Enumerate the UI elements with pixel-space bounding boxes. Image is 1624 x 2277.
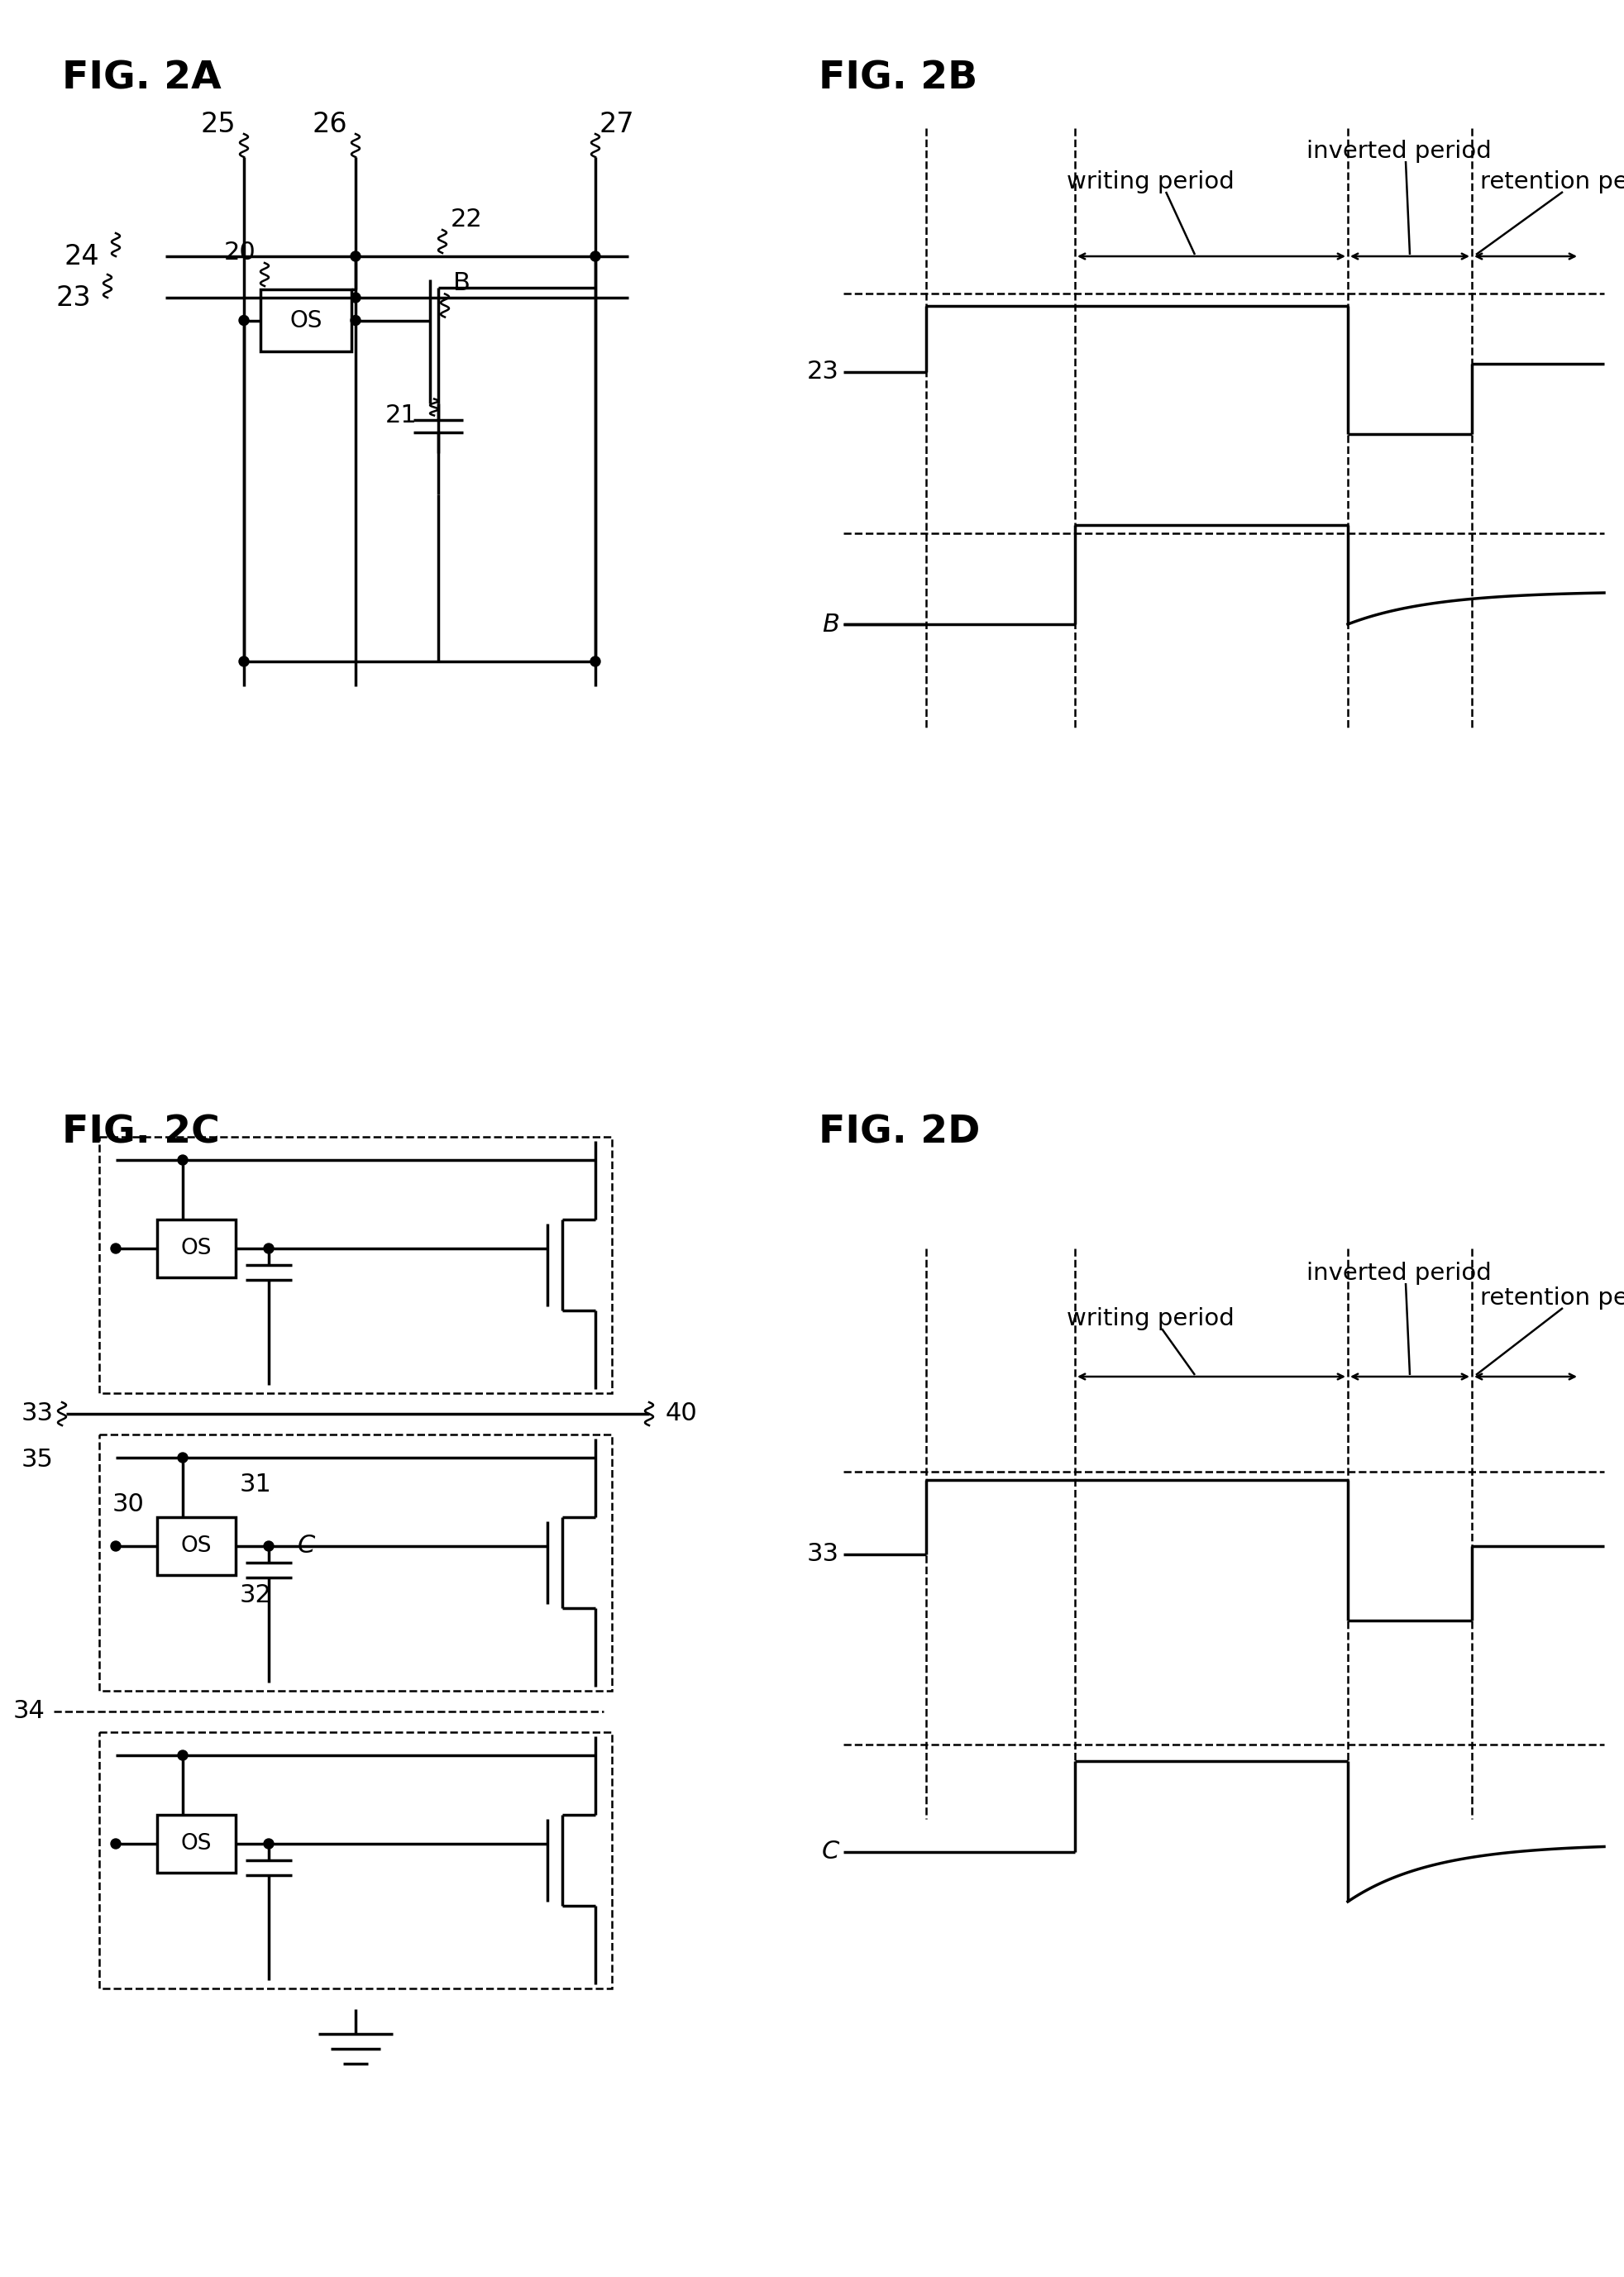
Text: 31: 31 (240, 1473, 271, 1496)
Circle shape (351, 317, 361, 326)
Text: 22: 22 (450, 207, 482, 230)
Text: 25: 25 (200, 109, 235, 137)
Circle shape (177, 1154, 188, 1166)
Text: 30: 30 (112, 1494, 145, 1516)
Circle shape (351, 250, 361, 262)
Circle shape (239, 317, 248, 326)
Text: writing period: writing period (1067, 1307, 1234, 1330)
Text: FIG. 2D: FIG. 2D (818, 1113, 981, 1152)
Bar (158, 1220, 235, 1277)
Text: writing period: writing period (1067, 171, 1234, 194)
Circle shape (110, 1840, 120, 1849)
Circle shape (177, 1453, 188, 1462)
Bar (99, 1136, 612, 1394)
Bar (158, 1815, 235, 1872)
Circle shape (239, 656, 248, 667)
Text: 33: 33 (21, 1403, 54, 1425)
Text: OS: OS (180, 1239, 211, 1259)
Text: 20: 20 (224, 239, 257, 264)
Text: C: C (297, 1535, 315, 1557)
Circle shape (591, 250, 601, 262)
Text: 27: 27 (599, 109, 635, 137)
Text: 23: 23 (807, 360, 840, 385)
Text: retention period: retention period (1479, 1287, 1624, 1309)
Text: OS: OS (180, 1535, 211, 1557)
Circle shape (110, 1243, 120, 1252)
Circle shape (263, 1542, 274, 1551)
Bar (99, 1435, 612, 1692)
Text: 33: 33 (807, 1542, 840, 1567)
Text: inverted period: inverted period (1306, 139, 1491, 164)
Text: 40: 40 (666, 1403, 698, 1425)
Bar (99, 1733, 612, 1988)
Text: FIG. 2A: FIG. 2A (62, 59, 221, 98)
Text: C: C (822, 1840, 840, 1865)
Text: 35: 35 (21, 1448, 54, 1471)
Circle shape (177, 1751, 188, 1760)
Text: 26: 26 (312, 109, 348, 137)
Text: B: B (822, 613, 840, 635)
Circle shape (591, 656, 601, 667)
Circle shape (263, 1243, 274, 1252)
Text: inverted period: inverted period (1306, 1261, 1491, 1284)
Text: 24: 24 (63, 244, 99, 271)
Text: retention period: retention period (1479, 171, 1624, 194)
Text: OS: OS (180, 1833, 211, 1853)
Text: 21: 21 (385, 403, 417, 428)
Circle shape (110, 1542, 120, 1551)
Bar (260, 289, 351, 351)
Circle shape (351, 294, 361, 303)
Text: FIG. 2B: FIG. 2B (818, 59, 978, 98)
Text: 34: 34 (13, 1699, 45, 1724)
Text: FIG. 2C: FIG. 2C (62, 1113, 219, 1152)
Bar (158, 1516, 235, 1576)
Text: 23: 23 (55, 285, 91, 312)
Circle shape (263, 1840, 274, 1849)
Text: B: B (453, 271, 471, 296)
Text: 32: 32 (240, 1585, 271, 1608)
Text: OS: OS (289, 310, 322, 332)
